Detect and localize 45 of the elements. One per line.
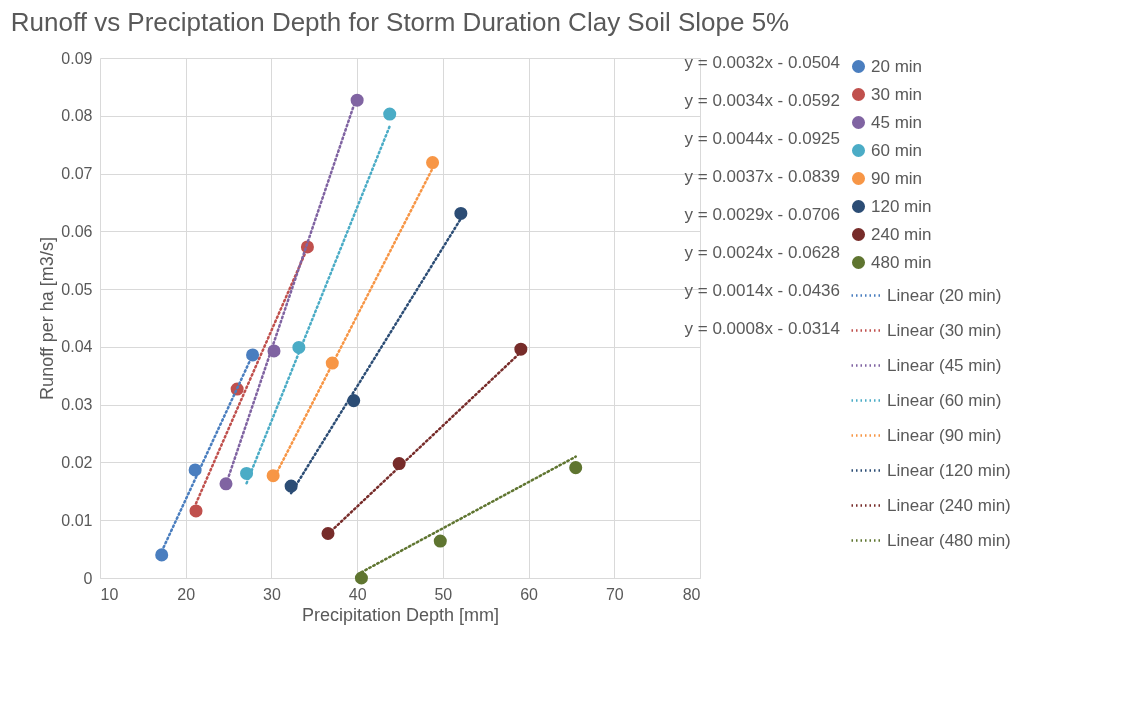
y-tick-label: 0.02 [61, 453, 93, 471]
y-tick-label: 0.01 [61, 511, 93, 529]
x-tick-label: 20 [177, 585, 196, 603]
annotation: y = 0.0032x - 0.0504 [684, 53, 840, 72]
y-tick-label: 0.04 [61, 338, 93, 356]
y-tick-label: 0 [83, 569, 93, 587]
legend-label: Linear (45 min) [887, 355, 1002, 375]
legend-label: 45 min [871, 112, 923, 132]
legend-label: 480 min [871, 252, 932, 272]
legend-label: Linear (30 min) [887, 320, 1002, 340]
annotation: y = 0.0037x - 0.0839 [684, 167, 840, 186]
annotation: y = 0.0034x - 0.0592 [684, 91, 840, 110]
legend-label: 240 min [871, 224, 932, 244]
legend-label: Linear (60 min) [887, 390, 1002, 410]
x-tick-label: 50 [434, 585, 453, 603]
legend-label: Linear (90 min) [887, 425, 1002, 445]
x-axis-title: Precipitation Depth [mm] [301, 604, 500, 625]
x-tick-label: 80 [682, 585, 701, 603]
x-tick-label: 40 [348, 585, 367, 603]
chart-title: Runoff vs Preciptation Depth for Storm Duration Clay Soil Slope 5% [10, 7, 790, 37]
legend-label: 60 min [871, 140, 923, 160]
y-tick-label: 0.03 [61, 396, 93, 414]
annotation: y = 0.0029x - 0.0706 [684, 205, 840, 224]
legend-label: 120 min [871, 196, 932, 216]
y-tick-label: 0.09 [61, 49, 93, 67]
legend-label: Linear (20 min) [887, 285, 1002, 305]
annotation: y = 0.0014x - 0.0436 [684, 281, 840, 300]
legend-label: 20 min [871, 56, 923, 76]
y-tick-label: 0.07 [61, 165, 93, 183]
y-tick-label: 0.08 [61, 107, 93, 125]
legend-label: Linear (120 min) [887, 460, 1011, 480]
x-tick-label: 30 [263, 585, 281, 603]
legend-label: Linear (480 min) [887, 530, 1011, 550]
x-tick-label: 60 [520, 585, 539, 603]
y-tick-label: 0.05 [61, 280, 93, 298]
annotation: y = 0.0024x - 0.0628 [684, 243, 840, 262]
legend-label: 90 min [871, 168, 923, 188]
y-axis-title: Runoff per ha [m3/s] [37, 237, 58, 400]
annotation: y = 0.0044x - 0.0925 [684, 129, 840, 148]
y-tick-label: 0.06 [61, 222, 93, 240]
legend-label: 30 min [871, 84, 923, 104]
annotation: y = 0.0008x - 0.0314 [684, 319, 840, 338]
x-tick-label: 10 [100, 585, 119, 603]
x-tick-label: 70 [605, 585, 624, 603]
legend-label: Linear (240 min) [887, 495, 1011, 515]
